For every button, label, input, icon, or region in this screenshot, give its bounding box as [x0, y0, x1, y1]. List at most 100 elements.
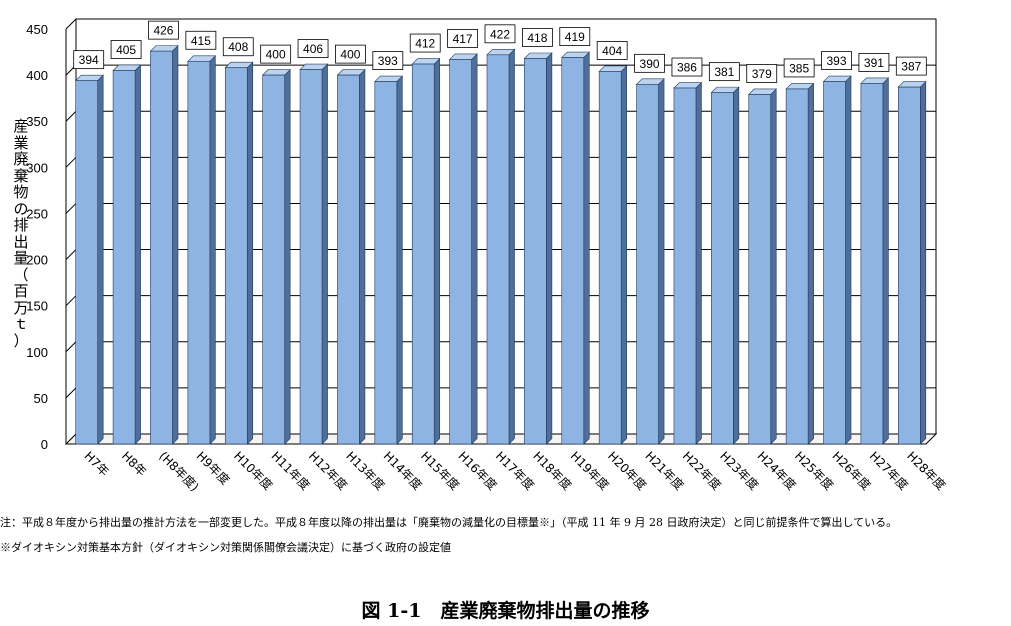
- bar: 393: [821, 51, 852, 445]
- data-label: 405: [116, 43, 136, 57]
- bar-front: [486, 54, 510, 445]
- bar-side: [845, 75, 852, 445]
- bar: 391: [858, 53, 890, 445]
- gridline-side: [65, 110, 77, 122]
- data-label: 390: [640, 57, 660, 71]
- bars: 394 405 426 415 408 400 406 400 393 412 417 422 418 4…: [73, 20, 927, 445]
- data-label-box: [708, 62, 740, 82]
- y-axis-label-char: 業: [13, 133, 29, 152]
- bar-side: [471, 53, 478, 445]
- bar-front: [224, 67, 248, 445]
- bar-side: [321, 63, 328, 445]
- y-axis-label-char: ｔ: [13, 315, 29, 333]
- bar-front: [598, 71, 622, 445]
- data-label-box: [521, 28, 553, 47]
- data-label-box: [148, 20, 179, 40]
- bar-side: [172, 44, 179, 445]
- bar-side: [508, 48, 515, 445]
- x-tick-label: H13年度: [343, 448, 388, 493]
- x-tick-label: H7年: [82, 449, 112, 479]
- data-label: 391: [864, 56, 884, 70]
- data-label-box: [447, 29, 479, 48]
- data-label-box: [596, 41, 628, 60]
- y-axis-label-char: 廃: [13, 150, 29, 168]
- bar: 385: [783, 58, 815, 445]
- bar: 400: [335, 44, 366, 445]
- bar-front: [524, 58, 547, 445]
- data-label: 400: [340, 48, 360, 62]
- gridline-side: [65, 203, 77, 214]
- bar: 408: [222, 37, 254, 445]
- bar: 387: [895, 56, 927, 445]
- bar: 390: [634, 53, 665, 445]
- bar: 393: [372, 51, 404, 445]
- y-tick-label: 200: [26, 253, 48, 268]
- bar-front: [898, 86, 921, 445]
- bar-side: [733, 86, 740, 445]
- bar: 400: [260, 44, 292, 445]
- data-label: 426: [153, 24, 173, 38]
- gridline-side: [65, 387, 77, 399]
- x-tick-label: H15年度: [418, 448, 463, 493]
- data-label-box: [783, 58, 815, 78]
- x-tick-label: H10年度: [231, 448, 276, 493]
- y-tick-label: 400: [26, 68, 48, 83]
- bar-front: [112, 70, 136, 445]
- gridline-side: [65, 249, 77, 260]
- bar: 394: [73, 50, 105, 445]
- x-tick-label: H12年度: [306, 448, 351, 493]
- data-label: 381: [714, 65, 734, 79]
- x-tick-label: H25年度: [792, 448, 837, 493]
- bar-side: [433, 57, 441, 445]
- gridline-side: [65, 18, 77, 30]
- data-label-box: [222, 37, 254, 57]
- bar-front: [150, 50, 173, 445]
- y-tick-label: 350: [26, 114, 48, 129]
- x-tick-label: H19年度: [568, 448, 613, 493]
- bar-side: [658, 78, 665, 445]
- data-label-box: [409, 33, 441, 53]
- bar: 405: [110, 40, 142, 445]
- footnote-target: ※ダイオキシン対策基本方針（ダイオキシン対策関係閣僚会議決定）に基づく政府の設定…: [0, 541, 451, 554]
- bar-front: [673, 87, 697, 445]
- y-tick-label: 50: [34, 391, 48, 406]
- data-label: 393: [378, 54, 398, 68]
- y-tick-label: 250: [26, 206, 48, 221]
- bar-front: [561, 57, 585, 445]
- x-tick-label: H24年度: [755, 448, 800, 493]
- y-axis-label-char: の: [13, 199, 29, 218]
- bar: 422: [484, 24, 516, 445]
- data-label-box: [297, 39, 329, 58]
- bar-front: [823, 81, 846, 445]
- bar-front: [299, 69, 323, 445]
- bar-side: [209, 55, 216, 445]
- bar-front: [374, 81, 398, 445]
- bar: 426: [148, 20, 179, 445]
- data-label-box: [335, 44, 366, 64]
- bar-side: [882, 77, 889, 445]
- y-axis-label-char: 量: [13, 249, 29, 267]
- y-tick-label: 0: [41, 437, 48, 452]
- y-axis-label-char: 産: [13, 117, 29, 135]
- y-tick-labels: 0 50 100 150 200 250 300 350 400 450: [26, 22, 48, 452]
- x-tick-labels: H7年 H8年 (H8年度)H9年度H10年度H11年度H12年度H13年度H14年…: [82, 448, 949, 494]
- bar-front: [785, 88, 809, 445]
- bar-side: [620, 65, 627, 445]
- y-axis-label-char: 百: [13, 282, 29, 300]
- gridline-side: [65, 295, 77, 307]
- data-label: 408: [228, 40, 248, 54]
- data-label-box: [858, 53, 890, 72]
- y-axis-label-char: 万: [13, 298, 29, 317]
- y-axis-label-char: 物: [13, 183, 29, 201]
- x-tick-label: H23年度: [717, 448, 762, 493]
- bar-front: [411, 63, 435, 445]
- data-label-box: [634, 53, 665, 73]
- y-axis-label: 産業廃棄物の排出量（百万 ｔ）: [8, 118, 34, 349]
- bar-side: [807, 82, 814, 445]
- bar-side: [396, 75, 403, 445]
- gridline-side: [65, 156, 77, 168]
- data-label: 385: [789, 61, 809, 75]
- bar-side: [97, 74, 104, 445]
- bar-front: [337, 74, 360, 445]
- x-tick-label: H27年度: [867, 448, 912, 493]
